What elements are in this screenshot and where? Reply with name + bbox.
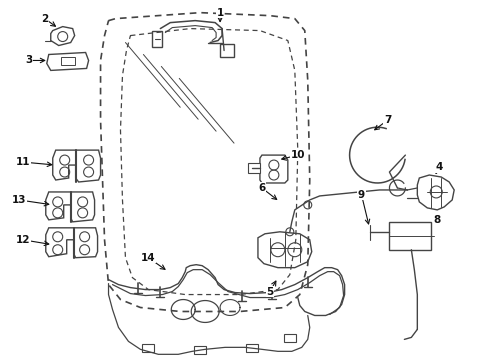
Polygon shape (53, 150, 101, 182)
Bar (245, 345, 258, 352)
Text: 8: 8 (433, 215, 440, 225)
Text: 11: 11 (16, 157, 30, 167)
Polygon shape (258, 232, 311, 268)
Text: 6: 6 (258, 183, 265, 193)
Text: 10: 10 (290, 150, 305, 160)
Polygon shape (46, 228, 98, 258)
Text: 14: 14 (141, 253, 155, 263)
Polygon shape (51, 27, 75, 45)
Text: 3: 3 (25, 55, 32, 66)
Polygon shape (416, 175, 453, 210)
Text: 7: 7 (383, 115, 390, 125)
Text: 1: 1 (216, 8, 224, 18)
Bar (152, 31, 162, 46)
Text: 9: 9 (357, 190, 365, 200)
Bar (283, 334, 295, 342)
Polygon shape (260, 155, 287, 183)
Polygon shape (47, 53, 88, 71)
Bar (247, 163, 260, 173)
Bar (388, 222, 430, 250)
Polygon shape (46, 192, 94, 222)
Text: 4: 4 (435, 162, 442, 172)
Text: 12: 12 (16, 235, 30, 245)
Bar (194, 346, 206, 354)
Bar (61, 58, 75, 66)
Text: 5: 5 (266, 287, 273, 297)
Bar (220, 44, 234, 58)
Bar (142, 345, 154, 352)
Text: 13: 13 (12, 195, 26, 205)
Text: 2: 2 (41, 14, 48, 24)
